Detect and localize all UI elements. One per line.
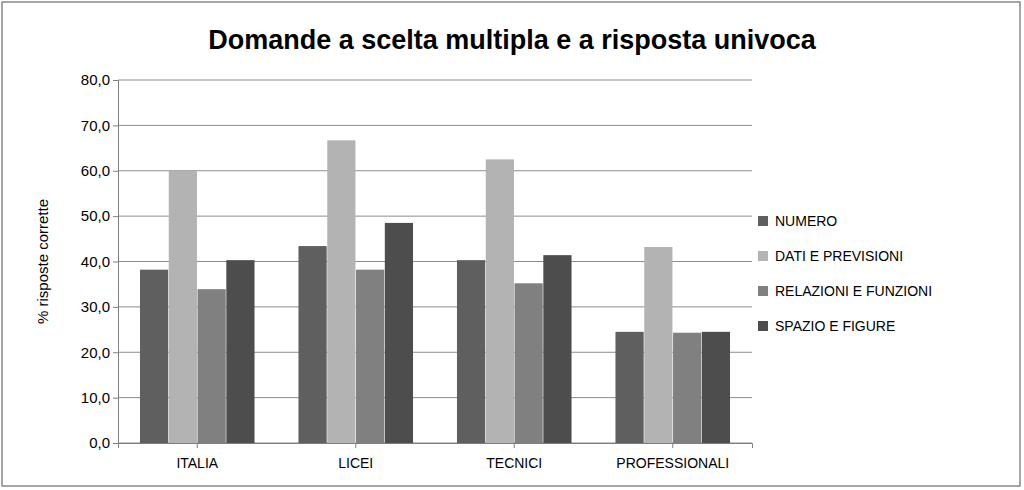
- y-tick-label: 50,0: [81, 207, 110, 224]
- y-tick-mark: [113, 352, 118, 353]
- bar: [543, 255, 571, 443]
- x-tick-label: ITALIA: [176, 455, 218, 471]
- y-tick-label: 70,0: [81, 117, 110, 134]
- bar: [486, 159, 514, 443]
- grid: [118, 80, 752, 443]
- x-tick-mark: [197, 443, 198, 448]
- y-axis-line: [113, 81, 119, 444]
- x-tick: LICEI: [338, 443, 373, 471]
- bar: [298, 246, 326, 443]
- chart: Domande a scelta multipla e a risposta u…: [0, 0, 1024, 490]
- y-tick-label: 40,0: [81, 253, 110, 270]
- legend-swatch: [758, 216, 768, 226]
- bars: [140, 140, 730, 443]
- x-tick: TECNICI: [486, 443, 542, 471]
- y-tick-mark: [113, 80, 118, 81]
- bar: [356, 270, 384, 443]
- y-tick: 10,0: [81, 389, 118, 406]
- legend-swatch: [758, 286, 768, 296]
- y-axis-title: % risposte corrette: [34, 199, 51, 324]
- y-tick: 50,0: [81, 207, 118, 224]
- legend-label: SPAZIO E FIGURE: [775, 318, 895, 334]
- x-tick: PROFESSIONALI: [616, 443, 729, 471]
- x-tick-mark: [672, 443, 673, 448]
- x-tick: ITALIA: [176, 443, 218, 471]
- bar: [673, 333, 701, 443]
- y-tick-label: 60,0: [81, 162, 110, 179]
- y-tick: 80,0: [81, 71, 118, 88]
- bar: [515, 283, 543, 443]
- bar: [615, 332, 643, 443]
- x-tick-mark: [514, 443, 515, 448]
- y-tick-label: 80,0: [81, 71, 110, 88]
- x-tick-label: LICEI: [338, 455, 373, 471]
- y-tick-label: 0,0: [89, 434, 110, 451]
- bar: [226, 260, 254, 443]
- y-tick-mark: [113, 171, 118, 172]
- y-tick-label: 10,0: [81, 389, 110, 406]
- grid-line: [118, 125, 752, 126]
- bar: [140, 270, 168, 443]
- x-axis-line: [119, 444, 753, 449]
- y-tick: 30,0: [81, 298, 118, 315]
- title: Domande a scelta multipla e a risposta u…: [208, 25, 817, 55]
- grid-line: [118, 216, 752, 217]
- legend: NUMERO DATI E PREVISIONI RELAZIONI E FUNZI…: [758, 213, 932, 334]
- bar: [702, 332, 730, 443]
- grid-line: [118, 80, 752, 81]
- x-tick-label: PROFESSIONALI: [616, 455, 729, 471]
- y-tick-label: 30,0: [81, 298, 110, 315]
- y-axis: 0,0 10,0 20,0 30,0 40,0 50,0 60,0 70,0 80,0: [81, 71, 119, 451]
- grid-line: [118, 170, 752, 171]
- bar: [385, 223, 413, 443]
- bar: [327, 140, 355, 443]
- bar: [169, 171, 197, 443]
- y-tick-mark: [113, 307, 118, 308]
- x-axis: ITALIA LICEI TECNICI PROFESSIONALI: [119, 443, 753, 471]
- legend-label: RELAZIONI E FUNZIONI: [775, 283, 932, 299]
- bar: [198, 289, 226, 443]
- y-tick-label: 20,0: [81, 344, 110, 361]
- x-tick-mark: [355, 443, 356, 448]
- y-tick-mark: [113, 262, 118, 263]
- y-tick-mark: [113, 125, 118, 126]
- bar: [457, 260, 485, 443]
- y-tick: 60,0: [81, 162, 118, 179]
- y-tick: 20,0: [81, 344, 118, 361]
- y-tick-mark: [113, 398, 118, 399]
- y-tick: 40,0: [81, 253, 118, 270]
- frame: [2, 2, 1020, 486]
- x-tick-label: TECNICI: [486, 455, 542, 471]
- legend-label: NUMERO: [775, 213, 837, 229]
- y-tick: 0,0: [89, 434, 118, 451]
- legend-label: DATI E PREVISIONI: [775, 248, 903, 264]
- bar: [644, 247, 672, 443]
- y-tick: 70,0: [81, 117, 118, 134]
- legend-swatch: [758, 251, 768, 261]
- legend-swatch: [758, 321, 768, 331]
- y-tick-mark: [113, 216, 118, 217]
- y-tick-mark: [113, 443, 118, 444]
